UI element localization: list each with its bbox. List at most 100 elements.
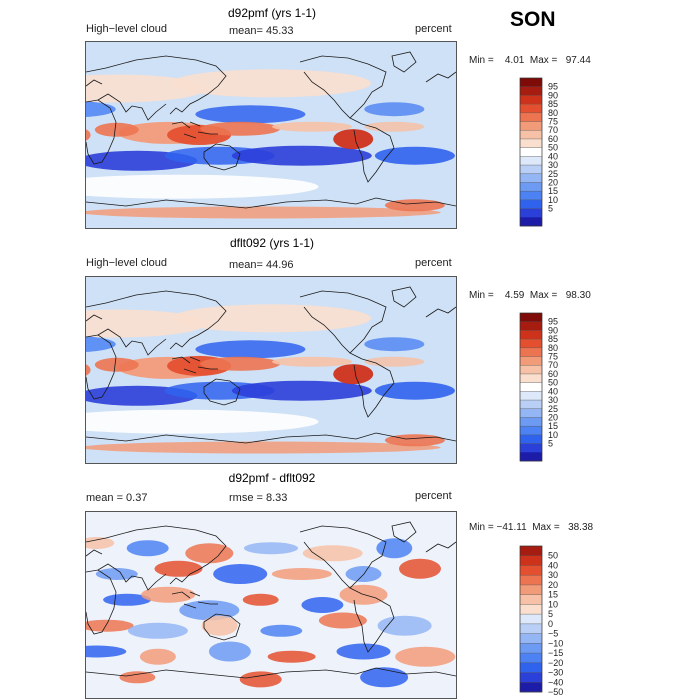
- storm-track-south: [86, 409, 319, 434]
- convection-amazon: [333, 364, 374, 385]
- colorbar-tick-label: 25: [548, 404, 558, 414]
- storm-track-north: [171, 304, 371, 333]
- colorbar-tick-label: 15: [548, 186, 558, 196]
- colorbar-swatch: [520, 217, 542, 227]
- panel-3-min-value: −41.11: [496, 522, 527, 533]
- negative-difference-blob: [244, 542, 298, 555]
- coastline: [97, 93, 167, 121]
- subtropical-low-atlantic: [374, 381, 455, 400]
- colorbar-tick-label: 95: [548, 82, 558, 92]
- coastline: [299, 55, 387, 119]
- positive-difference-blob: [141, 586, 196, 603]
- convection-west-indian: [94, 122, 139, 137]
- colorbar-tick-label: 10: [548, 430, 558, 440]
- panel-1-max-value: 97.44: [565, 55, 591, 66]
- convection-amazon: [333, 129, 374, 150]
- colorbar-tick-label: 25: [548, 169, 558, 179]
- coastline: [97, 563, 167, 591]
- colorbar-swatch: [520, 408, 542, 418]
- panel-2-min-label: Min =: [469, 290, 494, 301]
- colorbar-tick-label: −40: [548, 677, 563, 687]
- panel-1-stats: Min = 4.01 Max = 97.44: [469, 55, 591, 66]
- colorbar-swatch: [520, 330, 542, 340]
- coastline: [203, 613, 241, 641]
- negative-difference-blob: [260, 624, 303, 637]
- atlantic-low-north: [364, 102, 425, 117]
- colorbar-swatch: [520, 86, 542, 96]
- colorbar-swatch: [520, 365, 542, 375]
- colorbar-tick-label: 30: [548, 160, 558, 170]
- coastline: [299, 525, 387, 589]
- itcz-atlantic: [364, 121, 425, 132]
- colorbar-swatch: [520, 623, 542, 634]
- coastline: [203, 143, 241, 171]
- panel-1-units: percent: [415, 23, 452, 35]
- colorbar-swatch: [520, 208, 542, 218]
- colorbar-swatch: [520, 165, 542, 175]
- colorbar-swatch: [520, 434, 542, 444]
- coastline: [86, 99, 117, 165]
- panel-3-rmse: rmse = 8.33: [229, 492, 288, 504]
- coastline: [86, 55, 227, 115]
- panel-1-min-label: Min =: [469, 55, 494, 66]
- convection-central-africa: [86, 364, 91, 376]
- colorbar-tick-label: 20: [548, 177, 558, 187]
- colorbar-tick-label: 80: [548, 343, 558, 353]
- negative-difference-blob: [179, 600, 240, 621]
- panel-2-units: percent: [415, 257, 452, 269]
- colorbar-swatch: [520, 400, 542, 410]
- colorbar-swatch: [520, 313, 542, 323]
- antarctic-band: [86, 441, 441, 454]
- colorbar-tick-label: 85: [548, 99, 558, 109]
- positive-difference-blob: [119, 671, 156, 684]
- colorbar-frame: [519, 312, 543, 462]
- antarctic-band-atlantic: [384, 434, 445, 447]
- sahara-low: [86, 336, 116, 352]
- positive-difference-blob: [271, 568, 332, 580]
- itcz-atlantic: [364, 356, 425, 367]
- storm-track-south: [86, 174, 319, 199]
- panel-3-max-value: 38.38: [568, 522, 594, 533]
- colorbar-swatch: [520, 555, 542, 566]
- negative-difference-blob: [213, 564, 268, 584]
- coastline: [86, 290, 227, 350]
- positive-difference-blob: [239, 671, 282, 688]
- panel-1-title: d92pmf (yrs 1-1): [227, 6, 317, 20]
- colorbar-swatch: [520, 78, 542, 88]
- coastline: [349, 352, 395, 418]
- colorbar-tick-label: 60: [548, 134, 558, 144]
- negative-difference-blob: [86, 645, 127, 658]
- colorbar-swatch: [520, 391, 542, 401]
- colorbar-swatch: [520, 452, 542, 462]
- positive-difference-blob: [242, 593, 279, 606]
- colorbar-tick-label: 10: [548, 195, 558, 205]
- panel-3-mean: mean = 0.37: [86, 492, 148, 504]
- coastline: [86, 432, 456, 444]
- panel-3-map: [85, 511, 457, 699]
- negative-difference-blob: [377, 615, 432, 636]
- colorbar-swatch: [520, 594, 542, 605]
- colorbar-tick-label: −30: [548, 668, 563, 678]
- colorbar-swatch: [520, 321, 542, 331]
- coastline: [299, 290, 387, 354]
- colorbar-swatch: [520, 633, 542, 644]
- colorbar-swatch: [520, 604, 542, 615]
- coastline: [86, 667, 456, 679]
- coastline: [391, 51, 417, 73]
- panel-3-colorbar: 50 40 30 20 15 10 5 0 −5 −10 −15 −20 −30 −40 −50: [519, 545, 580, 697]
- storm-track-north: [171, 69, 371, 98]
- colorbar-swatch: [520, 382, 542, 392]
- colorbar-swatch: [520, 121, 542, 131]
- colorbar-swatch: [520, 662, 542, 673]
- negative-difference-blob: [127, 622, 188, 639]
- positive-difference-blob: [267, 650, 316, 663]
- colorbar-swatch: [520, 443, 542, 453]
- coastline: [203, 378, 241, 406]
- season-label: SON: [510, 8, 556, 31]
- colorbar-tick-label: 30: [548, 570, 558, 580]
- coastline: [86, 541, 456, 557]
- panel-1-contour-field: [86, 42, 456, 228]
- colorbar-tick-label: 85: [548, 334, 558, 344]
